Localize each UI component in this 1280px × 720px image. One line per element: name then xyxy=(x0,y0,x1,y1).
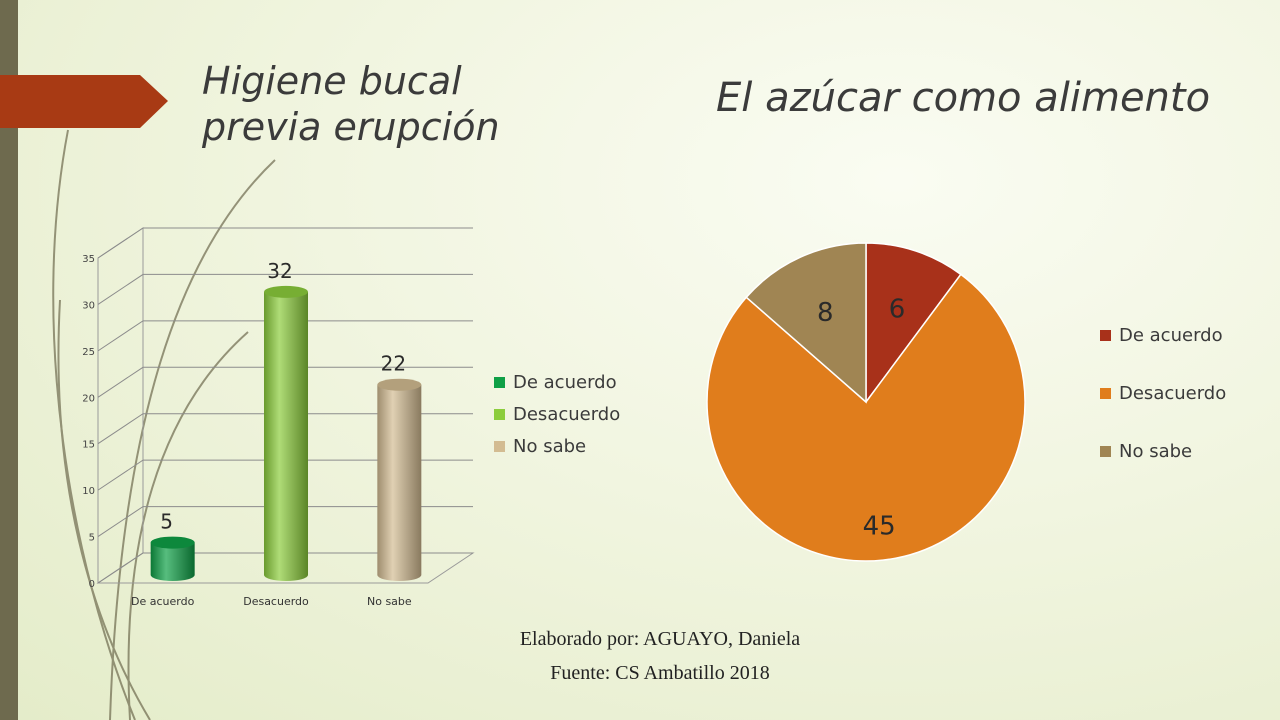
bar-chart-gridline xyxy=(97,227,473,259)
bar-chart-gridline xyxy=(97,366,473,398)
bar-chart-gridline xyxy=(97,320,473,352)
legend-label: De acuerdo xyxy=(1119,324,1223,346)
legend-swatch xyxy=(1100,329,1111,341)
legend-label: No sabe xyxy=(513,435,587,457)
legend-label: De acuerdo xyxy=(513,371,617,393)
y-tick-label: 10 xyxy=(82,486,95,497)
legend-item: No sabe xyxy=(494,430,620,462)
slide-title-left: Higiene bucal previa erupción xyxy=(202,59,500,149)
credit-author: Elaborado por: AGUAYO, Daniela xyxy=(519,628,801,650)
y-tick-label: 20 xyxy=(82,393,95,404)
pie-chart-legend: De acuerdo Desacuerdo No sabe xyxy=(1100,306,1226,480)
y-tick-label: 15 xyxy=(82,440,95,451)
legend-item: De acuerdo xyxy=(494,366,620,398)
legend-item: Desacuerdo xyxy=(1100,364,1226,422)
pie-slice-no-sabe xyxy=(745,242,867,404)
bar-chart-gridline xyxy=(97,459,473,491)
bar-chart-legend: De acuerdo Desacuerdo No sabe xyxy=(494,366,620,462)
bar-no-sabe xyxy=(377,384,422,581)
legend-swatch xyxy=(1100,387,1111,399)
bar-top xyxy=(150,536,195,549)
bar-de-acuerdo xyxy=(150,542,195,581)
bar-chart-gridline xyxy=(97,552,473,584)
pie-slice-de-acuerdo xyxy=(865,242,962,405)
legend-item: No sabe xyxy=(1100,422,1226,480)
credit-source: Fuente: CS Ambatillo 2018 xyxy=(550,662,770,684)
legend-swatch xyxy=(494,440,505,452)
legend-swatch xyxy=(494,376,505,388)
legend-swatch xyxy=(494,408,505,420)
y-tick-label: 30 xyxy=(82,300,95,311)
x-category-label: No sabe xyxy=(367,595,412,608)
legend-item: Desacuerdo xyxy=(494,398,620,430)
bar-data-label: 22 xyxy=(381,352,406,376)
x-category-label: De acuerdo xyxy=(131,595,195,608)
legend-label: Desacuerdo xyxy=(513,403,621,425)
y-tick-label: 5 xyxy=(89,533,95,544)
slide-title-right: El azúcar como alimento xyxy=(716,75,1211,121)
y-tick-label: 0 xyxy=(89,579,95,590)
legend-swatch xyxy=(1100,445,1111,457)
legend-item: De acuerdo xyxy=(1100,306,1226,364)
bar-desacuerdo xyxy=(264,291,308,581)
legend-label: No sabe xyxy=(1119,440,1193,462)
x-category-label: Desacuerdo xyxy=(243,595,309,608)
bar-chart-gridline xyxy=(97,506,473,537)
bar-data-label: 5 xyxy=(160,510,173,534)
bar-chart-gridline xyxy=(97,413,473,445)
pie-data-label: 8 xyxy=(817,298,834,328)
pie-data-label: 6 xyxy=(889,294,906,324)
bar-top xyxy=(377,378,422,391)
title-arrow-tab xyxy=(0,75,168,128)
pie-slice-desacuerdo xyxy=(706,273,1026,562)
bar-top xyxy=(264,285,308,298)
legend-label: Desacuerdo xyxy=(1119,382,1227,404)
bar-chart-gridline xyxy=(97,273,473,305)
y-tick-label: 25 xyxy=(82,347,95,358)
bar-data-label: 32 xyxy=(267,259,292,283)
pie-data-label: 45 xyxy=(863,511,896,541)
y-tick-label: 35 xyxy=(82,254,95,265)
left-decorative-band xyxy=(0,0,18,720)
